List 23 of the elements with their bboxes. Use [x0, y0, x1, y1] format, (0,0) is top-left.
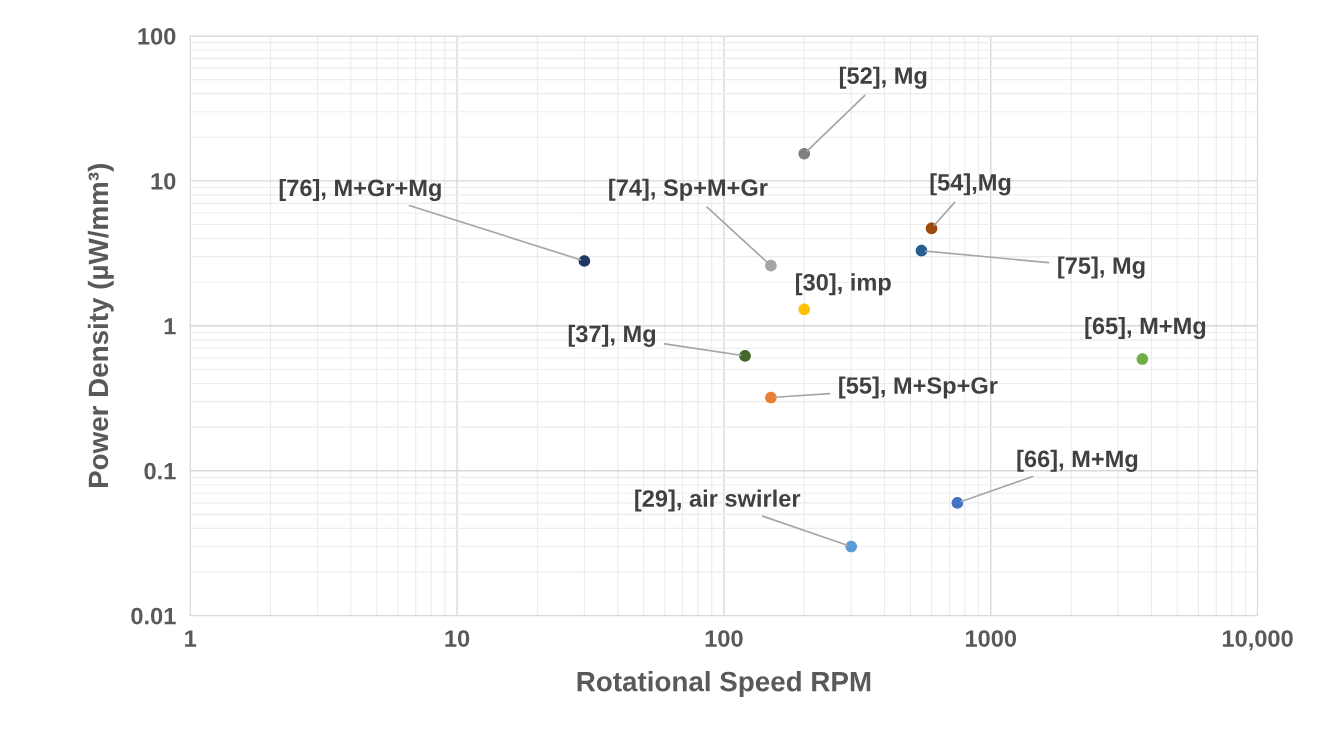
x-tick-label: 1000 [965, 630, 1017, 647]
annotation: [65], M+Mg [1085, 316, 1206, 340]
annotation: [52], Mg [839, 66, 927, 89]
annotation: [30], imp [796, 273, 891, 296]
y-tick-label: 100 [138, 28, 176, 45]
y-tick-label: 0.01 [131, 607, 176, 625]
x-tick-label: 1 [185, 630, 197, 647]
annotation: [75], Mg [1058, 256, 1145, 279]
annotation: [55], M+Sp+Gr [839, 376, 998, 399]
y-tick-label: 10 [151, 172, 176, 190]
annotation: [29], air swirler [635, 489, 801, 512]
y-tick-label: 0.1 [144, 462, 176, 480]
x-tick-label: 100 [705, 630, 743, 647]
annotation: [66], M+Mg [1017, 449, 1138, 472]
x-axis-title: Rotational Speed RPM [577, 671, 871, 697]
annotation: [54],Mg [930, 173, 1011, 196]
annotation: [37], Mg [568, 324, 656, 347]
y-axis-title: Power Density (µW/mm³) [87, 164, 114, 488]
annotation: [76], M+Gr+Mg [279, 178, 441, 202]
y-tick-label: 1 [164, 318, 176, 335]
x-tick-label: 10 [445, 630, 470, 647]
x-tick-label: 10,000 [1222, 630, 1293, 651]
annotation: [74], Sp+M+Gr [609, 178, 768, 201]
